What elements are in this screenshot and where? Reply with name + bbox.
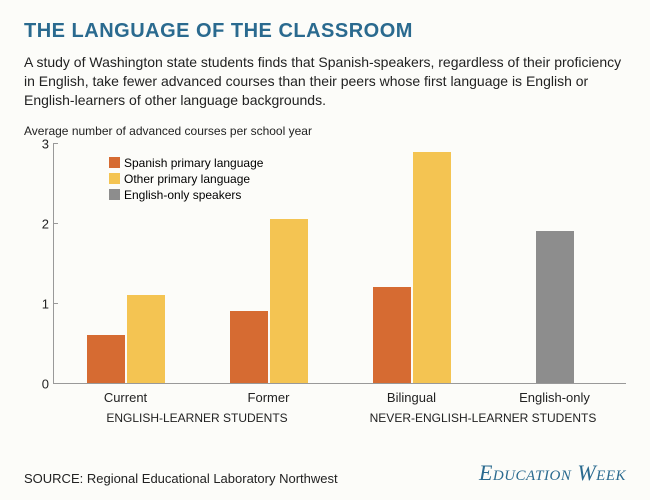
brand-first: Education <box>479 460 571 485</box>
y-tick-label: 2 <box>42 216 49 231</box>
y-tick-label: 0 <box>42 376 49 391</box>
bar <box>270 219 308 382</box>
source-prefix: SOURCE: <box>24 471 87 486</box>
x-axis-group-labels: ENGLISH-LEARNER STUDENTSNEVER-ENGLISH-LE… <box>54 411 626 425</box>
y-axis: 0123 <box>24 144 54 384</box>
bar <box>87 335 125 383</box>
bar <box>230 311 268 383</box>
x-tick-label: Current <box>54 390 197 405</box>
x-tick-label: Former <box>197 390 340 405</box>
chart-title: THE LANGUAGE OF THE CLASSROOM <box>24 20 626 43</box>
brand-logo: Education Week <box>479 460 626 486</box>
footer: SOURCE: Regional Educational Laboratory … <box>24 460 626 486</box>
bar <box>127 295 165 383</box>
bar-group <box>340 144 483 383</box>
source-line: SOURCE: Regional Educational Laboratory … <box>24 471 338 486</box>
y-tick-label: 3 <box>42 136 49 151</box>
brand-second: Week <box>571 460 626 485</box>
x-tick-label: English-only <box>483 390 626 405</box>
x-group-label: ENGLISH-LEARNER STUDENTS <box>54 411 340 425</box>
source-text: Regional Educational Laboratory Northwes… <box>87 471 338 486</box>
plot-area: Spanish primary languageOther primary la… <box>54 144 626 384</box>
bar-group <box>483 144 626 383</box>
y-axis-label: Average number of advanced courses per s… <box>24 124 626 138</box>
bar-group <box>54 144 197 383</box>
y-tick-label: 1 <box>42 296 49 311</box>
bar <box>413 152 451 383</box>
x-tick-label: Bilingual <box>340 390 483 405</box>
bar-group <box>197 144 340 383</box>
chart-area: 0123 Spanish primary languageOther prima… <box>24 144 626 384</box>
bar <box>536 231 574 382</box>
x-axis-labels: CurrentFormerBilingualEnglish-only <box>54 390 626 405</box>
bar <box>373 287 411 383</box>
chart-description: A study of Washington state students fin… <box>24 53 626 110</box>
x-group-label: NEVER-ENGLISH-LEARNER STUDENTS <box>340 411 626 425</box>
